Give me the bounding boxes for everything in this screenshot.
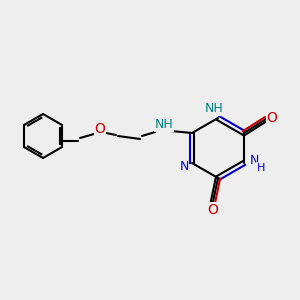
Text: O: O bbox=[94, 122, 106, 136]
Text: O: O bbox=[208, 203, 218, 217]
Text: NH: NH bbox=[205, 103, 224, 116]
Text: O: O bbox=[266, 111, 278, 125]
Text: NH: NH bbox=[154, 118, 173, 131]
Text: N: N bbox=[249, 154, 259, 167]
Text: N: N bbox=[179, 160, 189, 172]
Text: H: H bbox=[257, 163, 265, 173]
